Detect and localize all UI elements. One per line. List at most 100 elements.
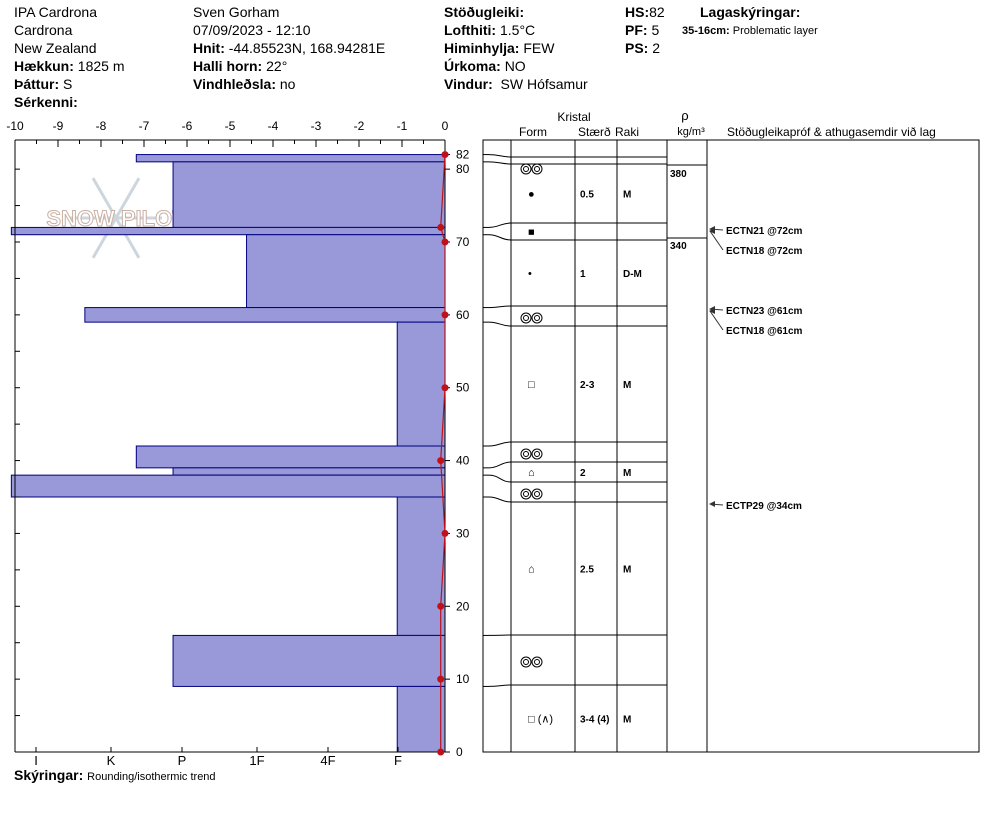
connector-curve bbox=[488, 161, 512, 165]
hardness-tick-label: K bbox=[107, 753, 116, 768]
temp-tick-label: -1 bbox=[397, 119, 408, 133]
temp-tick-label: -8 bbox=[96, 119, 107, 133]
density-symbol: ρ bbox=[681, 108, 688, 123]
air-temp-row: Lofthiti: 1.5°C bbox=[444, 22, 536, 38]
connector-curve bbox=[488, 321, 512, 327]
rounded-grain-symbol-inner bbox=[523, 659, 529, 665]
temperature-point bbox=[437, 457, 445, 465]
temperature-line bbox=[440, 154, 446, 752]
hardness-bar bbox=[135, 154, 446, 163]
wind-loading-row: Vindhleðsla: no bbox=[193, 76, 296, 92]
legend-row: Skýringar: Rounding/isothermic trend bbox=[14, 767, 216, 783]
connector-curve bbox=[488, 234, 512, 241]
pf-row: PF: 5 bbox=[625, 22, 660, 38]
rounded-grain-symbol-inner bbox=[523, 315, 529, 321]
temp-tick-label: -3 bbox=[311, 119, 322, 133]
moisture-value: D-M bbox=[623, 269, 642, 280]
grain-form-symbol: □ bbox=[528, 379, 535, 391]
temp-tick-label: -9 bbox=[53, 119, 64, 133]
hardness-tick-label: 4F bbox=[320, 753, 335, 768]
depth-tick-label: 10 bbox=[456, 672, 470, 686]
temperature-point bbox=[437, 223, 445, 231]
watermark-snowflake-arm bbox=[114, 177, 141, 219]
rounded-grain-symbol bbox=[520, 656, 532, 668]
hardness-bar bbox=[396, 685, 446, 753]
depth-tick-label: 80 bbox=[456, 162, 470, 176]
density-value: 340 bbox=[670, 241, 687, 252]
hardness-bar bbox=[135, 445, 446, 469]
rounded-grain-symbol bbox=[531, 488, 543, 500]
grain-size: 2 bbox=[580, 468, 586, 479]
hardness-bar bbox=[246, 234, 446, 309]
test-arrowhead bbox=[709, 308, 715, 314]
elevation-row: Hækkun: 1825 m bbox=[14, 58, 125, 74]
ps-row: PS: 2 bbox=[625, 40, 661, 56]
stability-test: ECTN18 @72cm bbox=[726, 246, 803, 257]
form-header: Form bbox=[519, 125, 547, 139]
grain-form-symbol: □ (∧) bbox=[528, 714, 553, 726]
datetime: 07/09/2023 - 12:10 bbox=[193, 22, 311, 38]
tests-header: Stöðugleikapróf & athugasemdir við lag bbox=[727, 125, 936, 139]
rounded-grain-symbol-inner bbox=[534, 659, 540, 665]
hardness-tick-label: I bbox=[34, 753, 38, 768]
connector-curve bbox=[488, 496, 512, 503]
depth-tick-label: 30 bbox=[456, 526, 470, 540]
hardness-bar bbox=[10, 474, 446, 498]
test-arrowhead bbox=[709, 501, 715, 507]
rounded-grain-symbol-inner bbox=[523, 166, 529, 172]
temp-tick-label: 0 bbox=[442, 119, 449, 133]
watermark-snowflake-arm bbox=[114, 217, 141, 259]
test-arrowhead bbox=[709, 228, 715, 234]
sky-row: Himinhylja: FEW bbox=[444, 40, 555, 56]
temperature-point bbox=[437, 602, 445, 610]
hardness-bar bbox=[84, 307, 446, 323]
stability-test: ECTN18 @61cm bbox=[726, 326, 803, 337]
temp-tick-label: -4 bbox=[268, 119, 279, 133]
rounded-grain-symbol-inner bbox=[534, 491, 540, 497]
watermark-snowflake-arm bbox=[91, 217, 118, 259]
wind-row: Vindur: SW Hófsamur bbox=[444, 76, 588, 92]
coords-row: Hnit: -44.85523N, 168.94281E bbox=[193, 40, 386, 56]
connector-curve bbox=[488, 684, 512, 687]
rounded-grain-symbol-inner bbox=[523, 451, 529, 457]
temperature-point bbox=[437, 748, 445, 756]
connector-curve bbox=[488, 441, 512, 447]
temperature-point bbox=[437, 675, 445, 683]
temp-tick-label: -10 bbox=[6, 119, 24, 133]
connector-curve bbox=[488, 222, 512, 228]
layer-note: 35-16cm: Problematic layer bbox=[682, 25, 818, 37]
depth-tick-label: 50 bbox=[456, 381, 470, 395]
rounded-grain-symbol bbox=[531, 656, 543, 668]
temperature-point bbox=[441, 529, 449, 537]
rounded-grain-symbol bbox=[520, 448, 532, 460]
snowpilot-watermark: SNOW PILOT bbox=[46, 177, 187, 259]
hardness-bar bbox=[10, 226, 446, 236]
temp-tick-label: -6 bbox=[182, 119, 193, 133]
rounded-grain-symbol bbox=[520, 312, 532, 324]
density-value: 380 bbox=[670, 169, 687, 180]
hardness-bar bbox=[172, 634, 446, 687]
temp-tick-label: -2 bbox=[354, 119, 365, 133]
connector-curve bbox=[488, 474, 512, 483]
temp-tick-label: -5 bbox=[225, 119, 236, 133]
stability-test: ECTP29 @34cm bbox=[726, 501, 802, 512]
rounded-grain-symbol bbox=[531, 163, 543, 175]
depth-tick-label: 70 bbox=[456, 235, 470, 249]
depth-tick-label: 0 bbox=[456, 745, 463, 759]
connector-curve bbox=[488, 305, 512, 309]
grain-form-symbol: • bbox=[528, 268, 532, 280]
hardness-bar bbox=[172, 467, 446, 476]
grain-form-symbol: ● bbox=[528, 189, 535, 201]
location: Cardrona bbox=[14, 22, 73, 38]
temperature-point bbox=[441, 151, 449, 159]
temperature-point bbox=[441, 384, 449, 392]
grain-size: 3-4 (4) bbox=[580, 715, 609, 726]
features-label: Sérkenni: bbox=[14, 94, 78, 110]
rounded-grain-symbol bbox=[531, 312, 543, 324]
observer: Sven Gorham bbox=[193, 4, 280, 20]
depth-tick-label: 40 bbox=[456, 454, 470, 468]
grain-size: 1 bbox=[580, 269, 586, 280]
rounded-grain-symbol bbox=[531, 448, 543, 460]
hs-row: HS:82 bbox=[625, 4, 665, 20]
